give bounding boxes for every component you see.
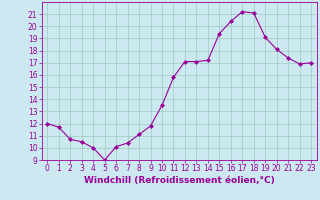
X-axis label: Windchill (Refroidissement éolien,°C): Windchill (Refroidissement éolien,°C) [84, 176, 275, 185]
